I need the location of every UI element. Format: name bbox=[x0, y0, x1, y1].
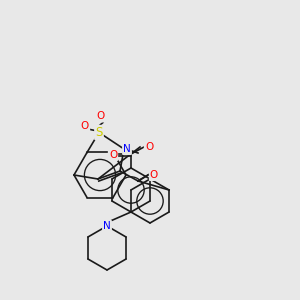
Text: O: O bbox=[109, 150, 117, 160]
Text: O: O bbox=[150, 170, 158, 180]
Text: O: O bbox=[145, 142, 153, 152]
Text: S: S bbox=[95, 126, 103, 139]
Text: O: O bbox=[81, 122, 89, 131]
Text: N: N bbox=[103, 221, 111, 231]
Text: N: N bbox=[123, 144, 131, 154]
Text: O: O bbox=[97, 112, 105, 122]
